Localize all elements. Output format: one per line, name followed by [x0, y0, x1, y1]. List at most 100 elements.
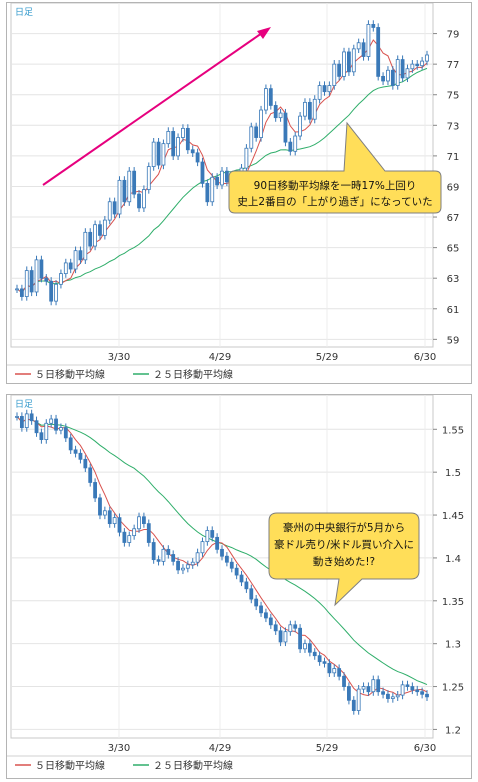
candle-down — [268, 88, 273, 106]
trend-arrow-line — [42, 32, 263, 186]
candle-up — [351, 48, 356, 73]
y-tick-label: 77 — [447, 60, 460, 71]
candle-up — [312, 98, 317, 120]
candle-down — [371, 24, 376, 28]
candle-up — [205, 530, 210, 543]
legend-ma5-label: ５日移動平均線 — [35, 759, 105, 772]
candle-down — [112, 201, 117, 215]
candle-down — [49, 280, 54, 302]
candle-down — [68, 262, 73, 270]
candle-up — [244, 147, 249, 169]
legend-ma25-label: ２５日移動平均線 — [153, 368, 233, 381]
candle-down — [166, 548, 171, 555]
candle-down — [93, 482, 97, 499]
candle-down — [342, 675, 346, 687]
candle-down — [400, 59, 405, 79]
y-tick-label: 67 — [447, 213, 460, 224]
plot-area — [10, 395, 434, 739]
x-tick-label: 3/30 — [108, 743, 130, 754]
candle-down — [73, 449, 78, 454]
candle-down — [312, 651, 317, 657]
candle-up — [146, 166, 151, 190]
y-tick-label: 71 — [447, 152, 460, 163]
candle-up — [54, 283, 58, 302]
candle-down — [420, 691, 425, 695]
x-tick-label: 3/30 — [108, 352, 130, 363]
candle-up — [166, 131, 171, 145]
candle-down — [386, 693, 390, 699]
candle-up — [366, 24, 371, 57]
candle-up — [298, 115, 302, 137]
legend-ma25-label: ２５日移動平均線 — [153, 759, 233, 772]
candle-down — [249, 588, 254, 600]
candle-down — [264, 612, 268, 619]
candle-down — [351, 699, 356, 711]
candle-up — [181, 127, 185, 138]
candle-up — [288, 624, 293, 633]
candle-down — [122, 179, 127, 203]
x-tick-label: 4/29 — [209, 743, 231, 754]
candle-down — [176, 560, 180, 571]
candle-down — [88, 231, 93, 247]
callout-text-line: 豪州の中央銀行が5月から — [283, 521, 405, 534]
candle-up — [127, 170, 132, 203]
candle-down — [171, 131, 176, 157]
candle-up — [44, 422, 49, 440]
candle-up — [303, 643, 307, 650]
candle-down — [307, 101, 312, 120]
candle-down — [68, 437, 73, 451]
candle-up — [83, 231, 88, 261]
candle-up — [278, 112, 283, 119]
candle-up — [395, 59, 400, 86]
candle-up — [293, 135, 298, 152]
y-tick-label: 1.45 — [442, 511, 464, 522]
candle-up — [405, 68, 410, 79]
y-tick-label: 1.3 — [445, 640, 461, 651]
candle-down — [146, 523, 151, 543]
candle-down — [44, 277, 49, 282]
candle-up — [137, 516, 141, 530]
candle-up — [107, 201, 112, 221]
candle-up — [59, 273, 63, 285]
y-tick-label: 65 — [447, 244, 460, 255]
candle-up — [425, 54, 429, 62]
candle-up — [15, 416, 19, 418]
candle-down — [78, 250, 83, 261]
candle-down — [322, 661, 327, 664]
y-tick-label: 1.35 — [442, 597, 464, 608]
candle-down — [390, 69, 395, 86]
candle-up — [112, 517, 117, 525]
candle-down — [254, 598, 259, 607]
candle-down — [229, 561, 234, 569]
candle-down — [171, 554, 176, 562]
candle-down — [19, 416, 24, 428]
candle-down — [259, 605, 263, 614]
candle-down — [347, 686, 351, 701]
candle-up — [356, 42, 361, 50]
candle-down — [29, 270, 34, 293]
candle-down — [254, 126, 259, 138]
candle-down — [210, 530, 215, 538]
candle-up — [63, 262, 68, 275]
candle-down — [283, 112, 288, 143]
candle-down — [298, 627, 302, 650]
candle-down — [337, 668, 342, 677]
candle-down — [239, 574, 244, 583]
candle-up — [24, 413, 29, 428]
candle-up — [190, 561, 195, 566]
candle-up — [361, 686, 366, 690]
candle-up — [15, 288, 19, 291]
candle-down — [366, 686, 371, 693]
candle-down — [137, 193, 141, 209]
y-tick-label: 1.2 — [445, 725, 461, 736]
y-tick-label: 59 — [447, 335, 460, 346]
period-label: 日足 — [15, 399, 33, 410]
candle-up — [410, 63, 415, 70]
candle-down — [107, 510, 112, 525]
candle-up — [356, 688, 361, 711]
candle-down — [234, 567, 239, 576]
candle-down — [215, 536, 220, 550]
candle-down — [98, 497, 102, 516]
y-tick-label: 75 — [447, 91, 460, 102]
candle-up — [249, 126, 254, 149]
